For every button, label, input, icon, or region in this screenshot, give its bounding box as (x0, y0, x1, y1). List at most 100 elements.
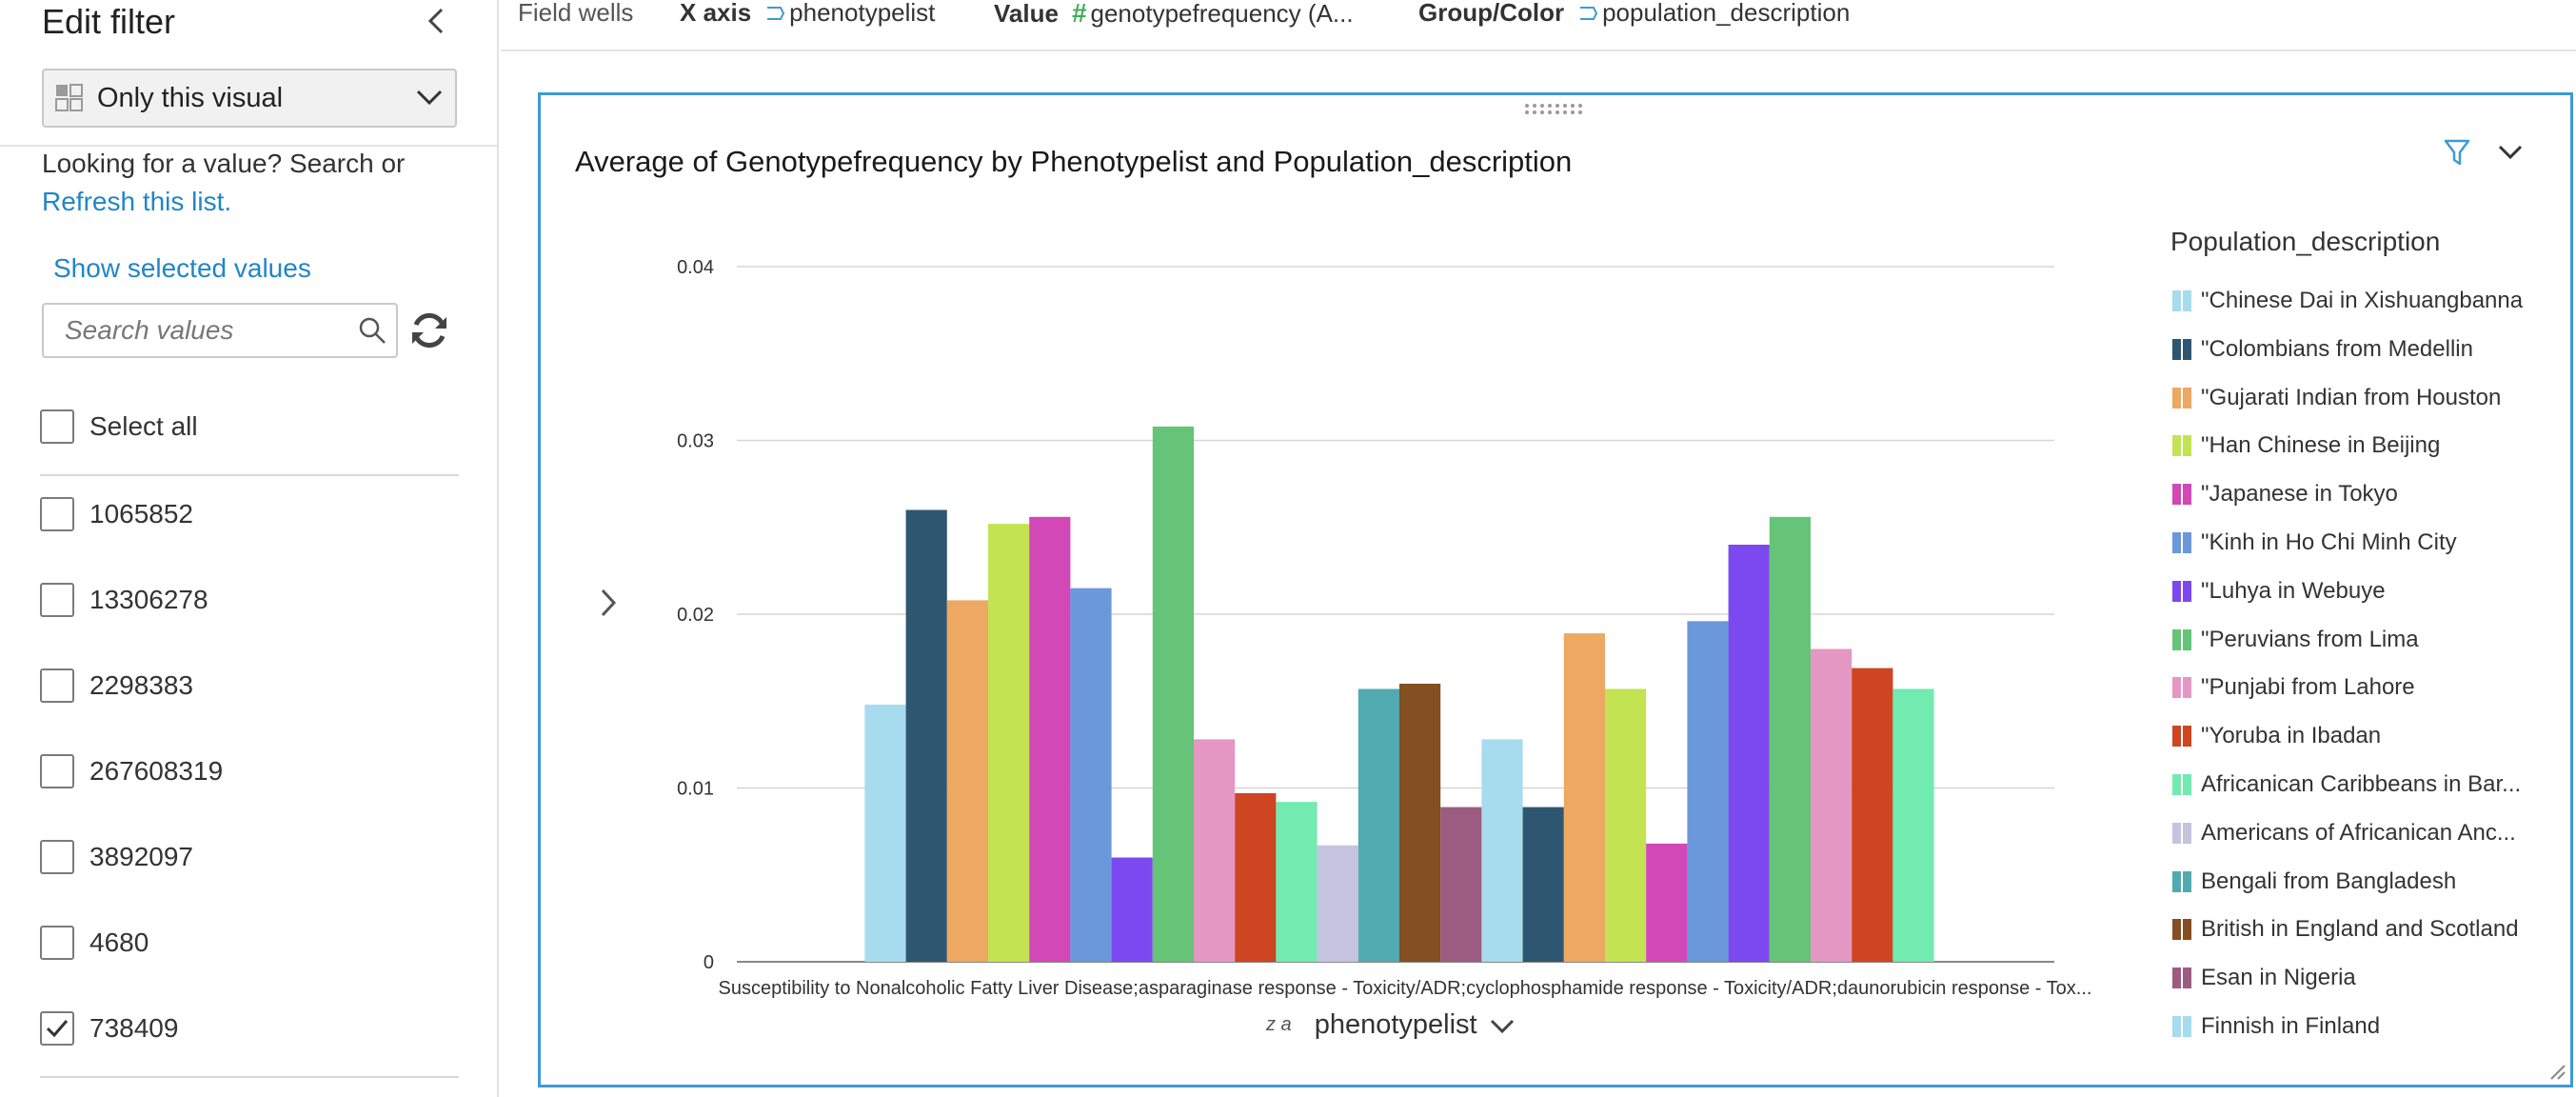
value-well-label: Value (994, 0, 1059, 28)
chart-bar[interactable] (1440, 807, 1482, 962)
visual-grid-icon (55, 84, 83, 111)
checkbox[interactable] (40, 409, 74, 444)
x-tick-label: Susceptibility to Nonalcoholic Fatty Liv… (719, 978, 2092, 999)
chevron-down-icon[interactable] (2496, 137, 2525, 166)
chart-bar[interactable] (1317, 845, 1358, 962)
legend-item[interactable]: Africanican Caribbeans in Bar... (2172, 769, 2553, 800)
chart-bar[interactable] (1646, 843, 1688, 962)
chart-bar[interactable] (1152, 426, 1194, 962)
legend-item[interactable]: British in England and Scotland (2172, 914, 2553, 945)
filter-value-item[interactable]: 738409 (40, 1009, 178, 1047)
chart-bar[interactable] (1276, 802, 1318, 962)
legend-item[interactable]: "Gujarati Indian from Houston (2172, 383, 2553, 413)
legend-label: "Japanese in Tokyo (2201, 481, 2398, 508)
checkbox[interactable] (40, 668, 74, 703)
legend-swatch (2172, 484, 2191, 506)
refresh-list-link[interactable]: Refresh this list. (42, 187, 232, 216)
checkbox[interactable] (40, 840, 74, 874)
legend-item[interactable]: "Luhya in Webuye (2172, 576, 2553, 607)
refresh-button[interactable] (406, 307, 453, 354)
chart-bar[interactable] (1852, 668, 1893, 962)
filter-icon[interactable] (2443, 137, 2471, 168)
x-axis-well[interactable]: X axis phenotypelist (680, 0, 935, 28)
chart-bar[interactable] (1357, 688, 1399, 962)
visual-card[interactable]: Average of Genotypefrequency by Phenotyp… (538, 92, 2573, 1087)
filter-value-item[interactable]: 1065852 (40, 495, 193, 533)
y-tick-label: 0.04 (677, 257, 714, 278)
string-field-icon (1580, 6, 1598, 20)
show-selected-values-link[interactable]: Show selected values (53, 253, 311, 283)
chart-bar[interactable] (1563, 633, 1605, 962)
chart-bar[interactable] (946, 600, 988, 962)
legend-item[interactable]: Americans of Africanican Anc... (2172, 818, 2553, 848)
chart-bar[interactable] (1728, 545, 1770, 962)
checkbox[interactable] (40, 926, 74, 960)
legend-label: British in England and Scotland (2201, 916, 2519, 943)
legend-item[interactable]: Esan in Nigeria (2172, 963, 2553, 993)
legend-item[interactable]: "Kinh in Ho Chi Minh City (2172, 528, 2553, 558)
drag-handle-icon[interactable] (1523, 103, 1584, 116)
chart-bar[interactable] (1070, 588, 1112, 962)
chart-bar[interactable] (1522, 807, 1564, 962)
filter-value-item[interactable]: 3892097 (40, 838, 193, 876)
chart-bar[interactable] (1111, 857, 1153, 963)
filter-value-item[interactable]: 267608319 (40, 752, 223, 790)
resize-handle-icon[interactable] (2549, 1064, 2566, 1081)
legend-item[interactable]: "Han Chinese in Beijing (2172, 430, 2553, 461)
checkbox[interactable] (40, 583, 74, 617)
search-values-box (42, 303, 398, 358)
legend-label: "Yoruba in Ibadan (2201, 723, 2382, 749)
legend-title: Population_description (2170, 227, 2441, 256)
chart-bar[interactable] (1481, 739, 1523, 962)
filter-value-item[interactable]: 2298383 (40, 667, 193, 705)
chart-bar[interactable] (1194, 739, 1236, 962)
value-well[interactable]: Value # genotypefrequency (A... (994, 0, 1354, 29)
checkbox[interactable] (40, 497, 74, 531)
field-wells-title: Field wells (518, 0, 634, 27)
legend-item[interactable]: Finnish in Finland (2172, 1011, 2553, 1042)
chevron-right-icon[interactable] (598, 587, 619, 619)
collapse-panel-button[interactable] (417, 0, 455, 42)
chart-bar[interactable] (1892, 688, 1934, 962)
chart-bar[interactable] (1399, 684, 1441, 962)
chart-bar[interactable] (988, 524, 1030, 962)
search-icon[interactable] (358, 316, 386, 345)
legend-swatch (2172, 435, 2191, 457)
select-all-checkbox[interactable]: Select all (40, 408, 198, 446)
legend-item[interactable]: "Japanese in Tokyo (2172, 479, 2553, 509)
filter-value-item[interactable]: 4680 (40, 924, 149, 962)
legend-label: "Chinese Dai in Xishuangbanna (2201, 288, 2524, 313)
checkbox[interactable] (40, 1011, 74, 1046)
group-color-well[interactable]: Group/Color population_description (1418, 0, 1850, 28)
legend-swatch (2172, 1016, 2191, 1037)
chart-bar[interactable] (1811, 648, 1853, 963)
panel-divider (0, 145, 499, 147)
legend-label: "Colombians from Medellin (2201, 335, 2473, 362)
chart-bar[interactable] (864, 704, 906, 962)
field-wells-bar: Field wells X axis phenotypelist Value #… (501, 0, 2576, 51)
legend-label: "Han Chinese in Beijing (2201, 432, 2441, 459)
chart-bar[interactable] (1605, 688, 1647, 962)
panel-title: Edit filter (42, 2, 176, 41)
filter-value-item[interactable]: 13306278 (40, 581, 208, 619)
chart-bar[interactable] (1235, 792, 1277, 962)
x-axis-title[interactable]: z a phenotypelist (1266, 1009, 1516, 1041)
checkbox[interactable] (40, 754, 74, 788)
sort-icon[interactable]: z a (1266, 1014, 1292, 1035)
scope-select[interactable]: Only this visual (42, 69, 457, 128)
chart-bar[interactable] (1029, 516, 1071, 962)
legend-item[interactable]: Bengali from Bangladesh (2172, 867, 2553, 897)
search-values-input[interactable] (44, 305, 348, 356)
chart-bar[interactable] (1769, 516, 1811, 962)
value-well-value: genotypefrequency (A... (1090, 0, 1354, 28)
legend-label: "Peruvians from Lima (2201, 626, 2419, 652)
y-tick-label: 0.02 (677, 605, 714, 626)
chart-bar[interactable] (905, 509, 947, 963)
legend-item[interactable]: "Colombians from Medellin (2172, 334, 2553, 365)
legend-item[interactable]: "Peruvians from Lima (2172, 625, 2553, 655)
chart-bar[interactable] (1687, 621, 1729, 962)
legend-item[interactable]: "Chinese Dai in Xishuangbanna (2172, 286, 2553, 316)
x-axis-title-label: phenotypelist (1314, 1009, 1477, 1040)
legend-item[interactable]: "Yoruba in Ibadan (2172, 721, 2553, 751)
legend-item[interactable]: "Punjabi from Lahore (2172, 672, 2553, 703)
